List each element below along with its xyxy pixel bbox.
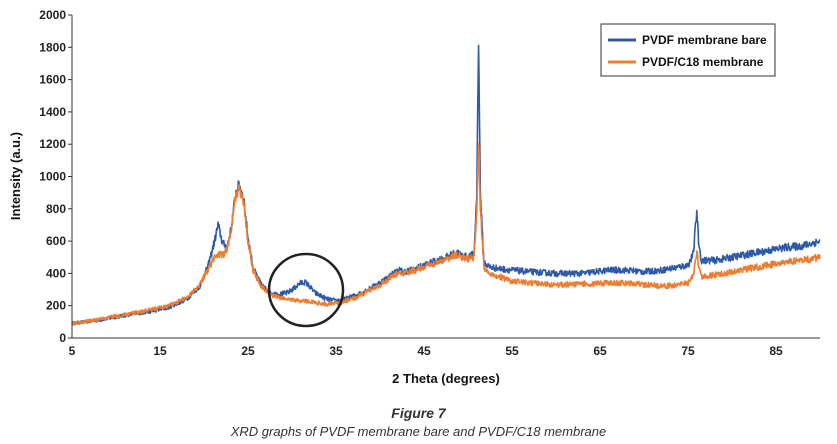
x-tick-label: 5 [69,344,76,358]
series-line-pvdf-bare [71,44,821,326]
x-tick-label: 75 [681,344,695,358]
series-line-pvdf-c18 [71,142,821,326]
y-tick-label: 2000 [39,8,66,22]
xrd-chart: 5 15 25 35 45 55 65 75 85 0 200 400 600 800 1000 1200 1… [8,8,821,386]
x-tick-label: 25 [241,344,255,358]
figure-caption: XRD graphs of PVDF membrane bare and PVD… [230,424,607,439]
x-tick-label: 15 [153,344,167,358]
x-tick-label: 55 [505,344,519,358]
legend-label-bare: PVDF membrane bare [642,33,767,47]
x-tick-label: 85 [769,344,783,358]
x-tick-label: 35 [329,344,343,358]
y-tick-label: 1200 [39,137,66,151]
y-tick-label: 800 [46,202,66,216]
y-tick-label: 200 [46,299,66,313]
legend: PVDF membrane bare PVDF/C18 membrane [600,23,776,77]
y-tick-label: 1600 [39,73,66,87]
legend-label-c18: PVDF/C18 membrane [642,55,764,69]
y-tick-label: 1800 [39,40,66,54]
y-tick-label: 0 [59,331,66,345]
figure-title: Figure 7 [391,405,446,421]
y-tick-label: 1400 [39,105,66,119]
legend-box [600,23,776,77]
x-tick-label: 45 [417,344,431,358]
series-layer [71,44,821,326]
x-axis-title: 2 Theta (degrees) [392,371,500,386]
y-axis-title: Intensity (a.u.) [8,132,23,220]
y-tick-label: 600 [46,234,66,248]
x-tick-labels: 5 15 25 35 45 55 65 75 85 [69,344,783,358]
x-tick-label: 65 [593,344,607,358]
y-tick-label: 400 [46,266,66,280]
y-tick-labels: 0 200 400 600 800 1000 1200 1400 1600 1800 2000 [39,8,72,345]
y-tick-label: 1000 [39,170,66,184]
annotation-circle [267,252,345,328]
